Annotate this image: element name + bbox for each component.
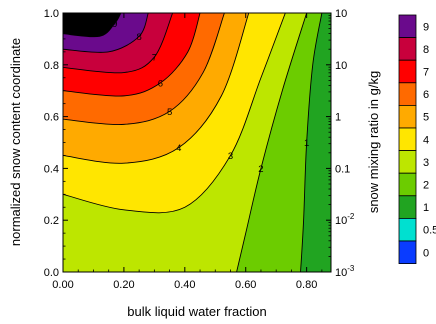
colorbar-swatch: [398, 105, 417, 129]
y-tick-label: 0.4: [44, 163, 59, 175]
colorbar-label: 9: [423, 21, 429, 33]
x-tick-label: 0.20: [113, 279, 134, 291]
y2-tick-label: 10: [335, 8, 347, 20]
contour-label: 6: [158, 78, 163, 89]
colorbar-label: 5: [423, 112, 429, 124]
contour-line: [63, 13, 225, 126]
colorbar-label: 0: [423, 247, 429, 259]
x-tick-label: 0.80: [296, 279, 317, 291]
colorbar-swatch: [398, 172, 417, 197]
y2-tick-label: 10-3: [335, 264, 355, 279]
colorbar-swatch: [398, 14, 417, 39]
contour-fill-layer: [63, 13, 331, 272]
colorbar-swatch: [398, 195, 417, 219]
colorbar-label: 8: [423, 44, 429, 56]
colorbar-swatch: [398, 82, 417, 106]
y2-tick-label: 0.1: [335, 163, 350, 175]
y2-tick-label: 1: [335, 112, 341, 124]
colorbar-label: 7: [423, 67, 429, 79]
contour-label-layer: 1 2 3 4 5 6 78 9: [112, 19, 309, 175]
contour-fill: [300, 13, 331, 272]
colorbar-label: 4: [423, 134, 429, 146]
contour-line-layer: [63, 13, 323, 272]
colorbar-swatch: [398, 59, 417, 84]
colorbar-swatch: [398, 127, 417, 152]
contour-line: [236, 13, 308, 272]
contour-label: 5: [167, 107, 172, 118]
x-tick-label: 0.00: [52, 279, 73, 291]
contour-line: [63, 13, 286, 214]
contour-line: [63, 13, 250, 164]
contour-label: 4: [176, 143, 181, 154]
contour-line: [63, 13, 122, 38]
contour-label: 9: [112, 19, 117, 30]
colorbar-label: 2: [423, 180, 429, 192]
contour-fill: [63, 13, 121, 37]
contour-label: 8: [136, 32, 141, 43]
contour-label: 1: [304, 138, 309, 149]
x-axis-ticks: 0.00 0.20 0.40 0.60 0.80: [52, 13, 323, 291]
colorbar-label: 0.5: [423, 225, 436, 237]
colorbar-label: 1: [423, 202, 429, 214]
contour-label: 2: [258, 164, 263, 175]
contour-line: [300, 13, 323, 272]
y2-tick-label: 10-2: [335, 212, 355, 227]
y-tick-label: 0.0: [44, 267, 59, 279]
colorbar-swatch: [398, 240, 417, 265]
colorbar: 9 8 7 6 5 4 3 2 1 0.5 0: [398, 14, 436, 265]
y-axis-ticks: 0.0 0.2 0.4 0.6 0.8 1.0: [44, 8, 68, 279]
x-tick-label: 0.40: [174, 279, 195, 291]
y-tick-label: 0.6: [44, 112, 59, 124]
y-tick-label: 0.8: [44, 60, 59, 72]
colorbar-swatch: [398, 150, 417, 174]
contour-label: 7: [152, 53, 157, 64]
colorbar-swatch: [398, 37, 417, 61]
contour-label: 3: [228, 151, 233, 162]
colorbar-swatch: [398, 217, 417, 242]
colorbar-label: 6: [423, 89, 429, 101]
colorbar-label: 3: [423, 157, 429, 169]
y2-axis-ticks: 10 10 1 0.1 10-2 10-3: [326, 8, 355, 279]
y-axis-title: normalized snow content coordinate: [8, 38, 23, 246]
x-tick-label: 0.60: [235, 279, 256, 291]
y2-tick-label: 10: [335, 60, 347, 72]
y-tick-label: 0.2: [44, 215, 59, 227]
y-tick-label: 1.0: [44, 8, 59, 20]
contour-line: [63, 13, 201, 97]
contour-line: [63, 13, 149, 53]
contour-line: [63, 13, 174, 74]
x-axis-title: bulk liquid water fraction: [127, 304, 266, 319]
y2-axis-title: snow mixing ratio in g/kg: [366, 71, 381, 213]
